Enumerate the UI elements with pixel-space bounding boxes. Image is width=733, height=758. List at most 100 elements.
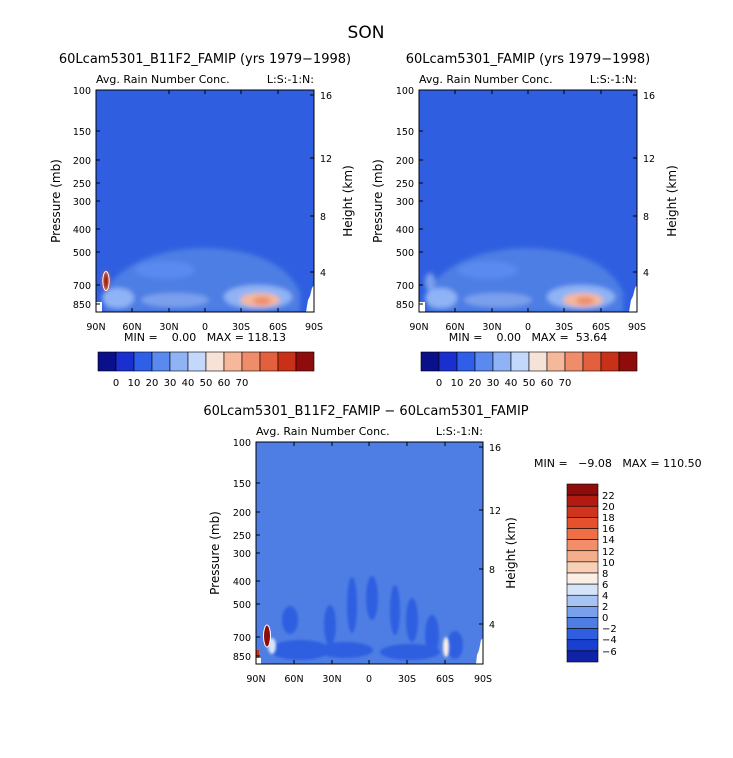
colorbar-label: 16 xyxy=(602,524,615,535)
colorbar-label: 6 xyxy=(602,580,608,591)
y-tick-label: 150 xyxy=(73,127,91,138)
x-tick-label: 60S xyxy=(436,674,454,685)
colorbar-swatch xyxy=(492,351,512,372)
colorbar-swatch xyxy=(259,351,279,372)
colorbar-swatch xyxy=(528,351,548,372)
y-right-tick-label: 8 xyxy=(489,565,495,576)
colorbar-swatch xyxy=(618,351,638,372)
colorbar-label: 30 xyxy=(487,378,500,389)
y-right-axis-label: Height (km) xyxy=(504,517,518,588)
y-axis-right: 16 12 8 4 Height (km) xyxy=(479,443,518,631)
colorbar-label: 10 xyxy=(128,378,141,389)
colorbar-swatch xyxy=(566,494,599,507)
colorbar-label: 60 xyxy=(541,378,554,389)
x-tick-label: 30N xyxy=(159,322,178,333)
x-tick-label: 30S xyxy=(398,674,416,685)
y-tick-label: 850 xyxy=(396,300,414,311)
colorbar-label: 20 xyxy=(602,502,615,513)
y-tick-label: 850 xyxy=(73,300,91,311)
colorbar: 0 10 20 30 40 50 60 70 xyxy=(97,351,315,389)
panel-title: 60Lcam5301_B11F2_FAMIP (yrs 1979−1998) xyxy=(59,52,351,67)
plot-field xyxy=(256,442,483,664)
x-tick-label: 0 xyxy=(366,674,372,685)
panel-model-b11f2: 60Lcam5301_B11F2_FAMIP (yrs 1979−1998) A… xyxy=(49,52,355,389)
y-tick-label: 400 xyxy=(396,225,414,236)
x-tick-label: 60N xyxy=(122,322,141,333)
y-tick-label: 300 xyxy=(73,197,91,208)
colorbar-swatch xyxy=(187,351,207,372)
colorbar-label: −2 xyxy=(602,624,617,635)
colorbar-label: 0 xyxy=(602,613,608,624)
x-tick-label: 90S xyxy=(474,674,492,685)
y-axis-label: Pressure (mb) xyxy=(208,511,222,595)
y-axis-label: Pressure (mb) xyxy=(371,159,385,243)
colorbar-label: 20 xyxy=(146,378,159,389)
colorbar: 0 10 20 30 40 50 60 70 xyxy=(420,351,638,389)
x-tick-label: 90S xyxy=(305,322,323,333)
x-tick-label: 0 xyxy=(525,322,531,333)
y-right-tick-label: 8 xyxy=(320,212,326,223)
min-max-stats: MIN = 0.00 MAX = 53.64 xyxy=(449,331,607,344)
x-axis: 90N 60N 30N 0 30S 60S 90S xyxy=(86,90,323,333)
y-tick-label: 300 xyxy=(233,549,251,560)
colorbar-swatch xyxy=(566,505,599,518)
y-right-tick-label: 16 xyxy=(320,91,332,102)
y-axis: 100 150 200 250 300 400 500 700 850 Pres… xyxy=(371,86,423,311)
y-tick-label: 150 xyxy=(396,127,414,138)
colorbar-label: −4 xyxy=(602,635,617,646)
colorbar-swatch xyxy=(420,351,440,372)
y-right-axis-label: Height (km) xyxy=(341,165,355,236)
colorbar: 22 20 18 16 14 12 10 8 6 4 2 0 −2 −4 −6 xyxy=(566,483,617,663)
colorbar-label: 10 xyxy=(602,558,615,569)
plot-field xyxy=(419,90,637,312)
y-tick-label: 200 xyxy=(73,156,91,167)
y-right-tick-label: 4 xyxy=(489,620,495,631)
panel-title: 60Lcam5301_FAMIP (yrs 1979−1998) xyxy=(406,52,651,67)
colorbar-swatch xyxy=(566,583,599,596)
colorbar-swatch xyxy=(546,351,566,372)
y-tick-label: 100 xyxy=(396,86,414,97)
y-right-tick-label: 8 xyxy=(643,212,649,223)
y-tick-label: 250 xyxy=(396,179,414,190)
y-axis-label: Pressure (mb) xyxy=(49,159,63,243)
colorbar-label: 0 xyxy=(436,378,442,389)
colorbar-swatch xyxy=(474,351,494,372)
y-right-tick-label: 4 xyxy=(643,268,649,279)
x-tick-label: 90N xyxy=(409,322,428,333)
panel-tag: L:S:-1:N: xyxy=(436,425,483,438)
y-right-tick-label: 4 xyxy=(320,268,326,279)
colorbar-label: 50 xyxy=(200,378,213,389)
colorbar-label: −6 xyxy=(602,647,617,658)
panel-model-famip: 60Lcam5301_FAMIP (yrs 1979−1998) Avg. Ra… xyxy=(371,52,679,389)
y-tick-label: 400 xyxy=(73,225,91,236)
panel-tag: L:S:-1:N: xyxy=(590,73,637,86)
colorbar-swatch xyxy=(97,351,117,372)
y-right-tick-label: 12 xyxy=(643,154,655,165)
x-axis: 90N 60N 30N 0 30S 60S 90S xyxy=(246,442,492,685)
y-tick-label: 850 xyxy=(233,652,251,663)
colorbar-swatch xyxy=(456,351,476,372)
colorbar-label: 2 xyxy=(602,602,608,613)
y-tick-label: 200 xyxy=(396,156,414,167)
season-title: SON xyxy=(348,23,385,43)
colorbar-swatch xyxy=(566,483,599,496)
colorbar-swatch xyxy=(566,628,599,641)
colorbar-label: 30 xyxy=(164,378,177,389)
y-tick-label: 700 xyxy=(396,281,414,292)
colorbar-label: 70 xyxy=(559,378,572,389)
colorbar-swatch xyxy=(566,572,599,585)
y-tick-label: 250 xyxy=(73,179,91,190)
plot-field xyxy=(96,90,314,312)
y-tick-label: 700 xyxy=(73,281,91,292)
colorbar-swatch xyxy=(115,351,135,372)
x-tick-label: 30N xyxy=(482,322,501,333)
colorbar-label: 14 xyxy=(602,535,615,546)
colorbar-swatch xyxy=(169,351,189,372)
colorbar-swatch xyxy=(438,351,458,372)
x-tick-label: 90N xyxy=(86,322,105,333)
min-max-stats: MIN = −9.08 MAX = 110.50 xyxy=(534,457,702,470)
colorbar-swatch xyxy=(600,351,620,372)
colorbar-label: 20 xyxy=(469,378,482,389)
panel-subtitle: Avg. Rain Number Conc. xyxy=(419,73,553,86)
